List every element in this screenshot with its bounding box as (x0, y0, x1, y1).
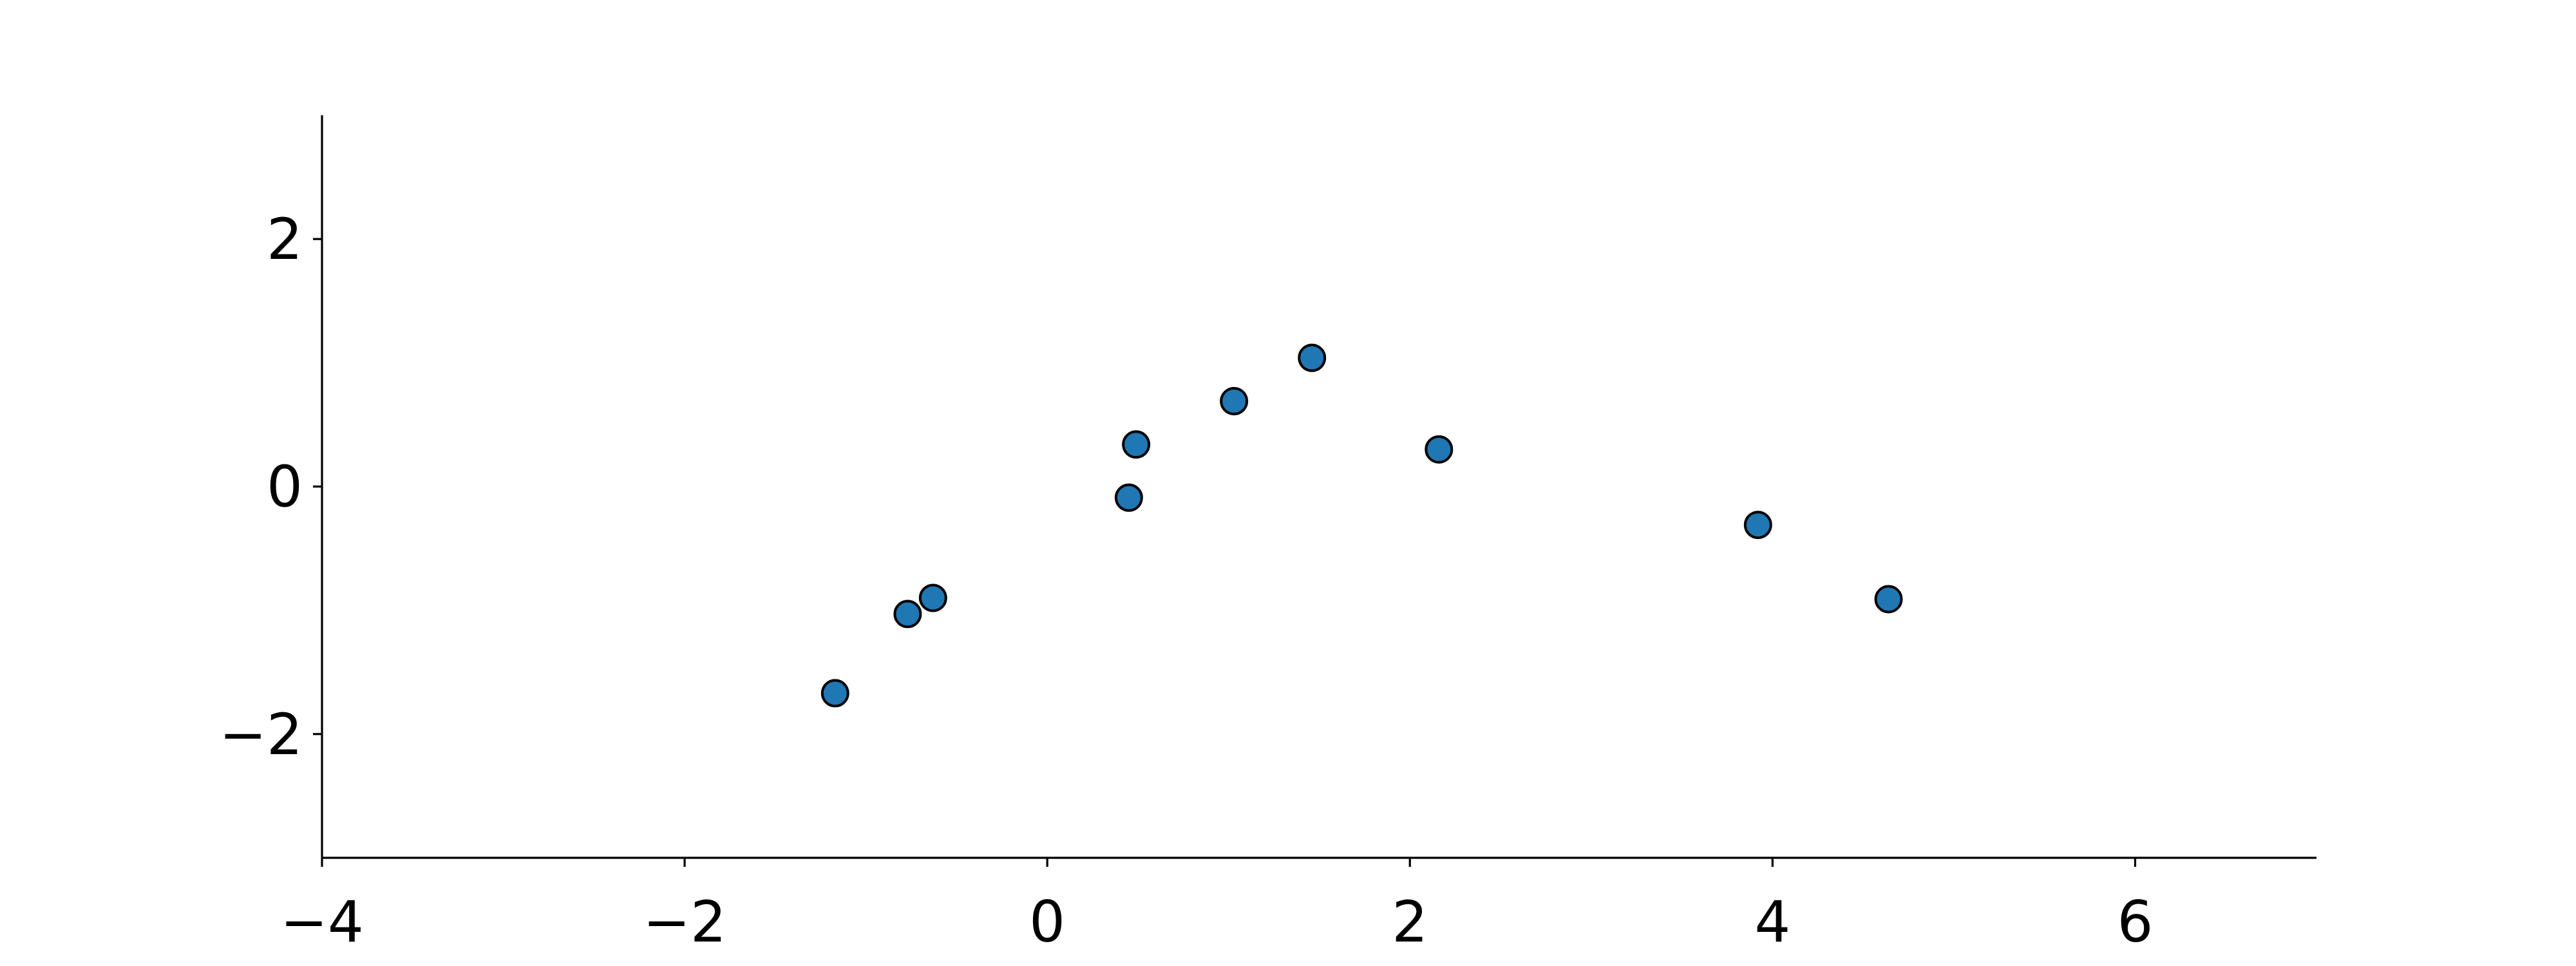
x-tick-label: 0 (1029, 889, 1065, 955)
data-point (1425, 435, 1454, 464)
x-tick-label: 6 (2117, 889, 2153, 955)
x-tick-label: 2 (1392, 889, 1428, 955)
y-tick-label: −2 (219, 701, 303, 768)
data-points (820, 343, 1903, 708)
axes: −4 −2 0 2 4 6 −2 0 2 (219, 115, 2316, 955)
x-tick-label: 4 (1754, 889, 1790, 955)
y-tick-label: 2 (267, 206, 303, 272)
data-point (893, 600, 922, 629)
data-point (1874, 585, 1903, 614)
data-point (1220, 386, 1249, 415)
y-tick-label: 0 (267, 454, 303, 520)
data-point (1298, 343, 1327, 372)
data-point (820, 679, 849, 708)
data-point (1114, 483, 1143, 512)
data-point (1743, 511, 1772, 540)
data-point (918, 583, 947, 612)
x-tick-label: −2 (643, 889, 726, 955)
x-tick-label: −4 (280, 889, 364, 955)
data-point (1122, 430, 1151, 459)
